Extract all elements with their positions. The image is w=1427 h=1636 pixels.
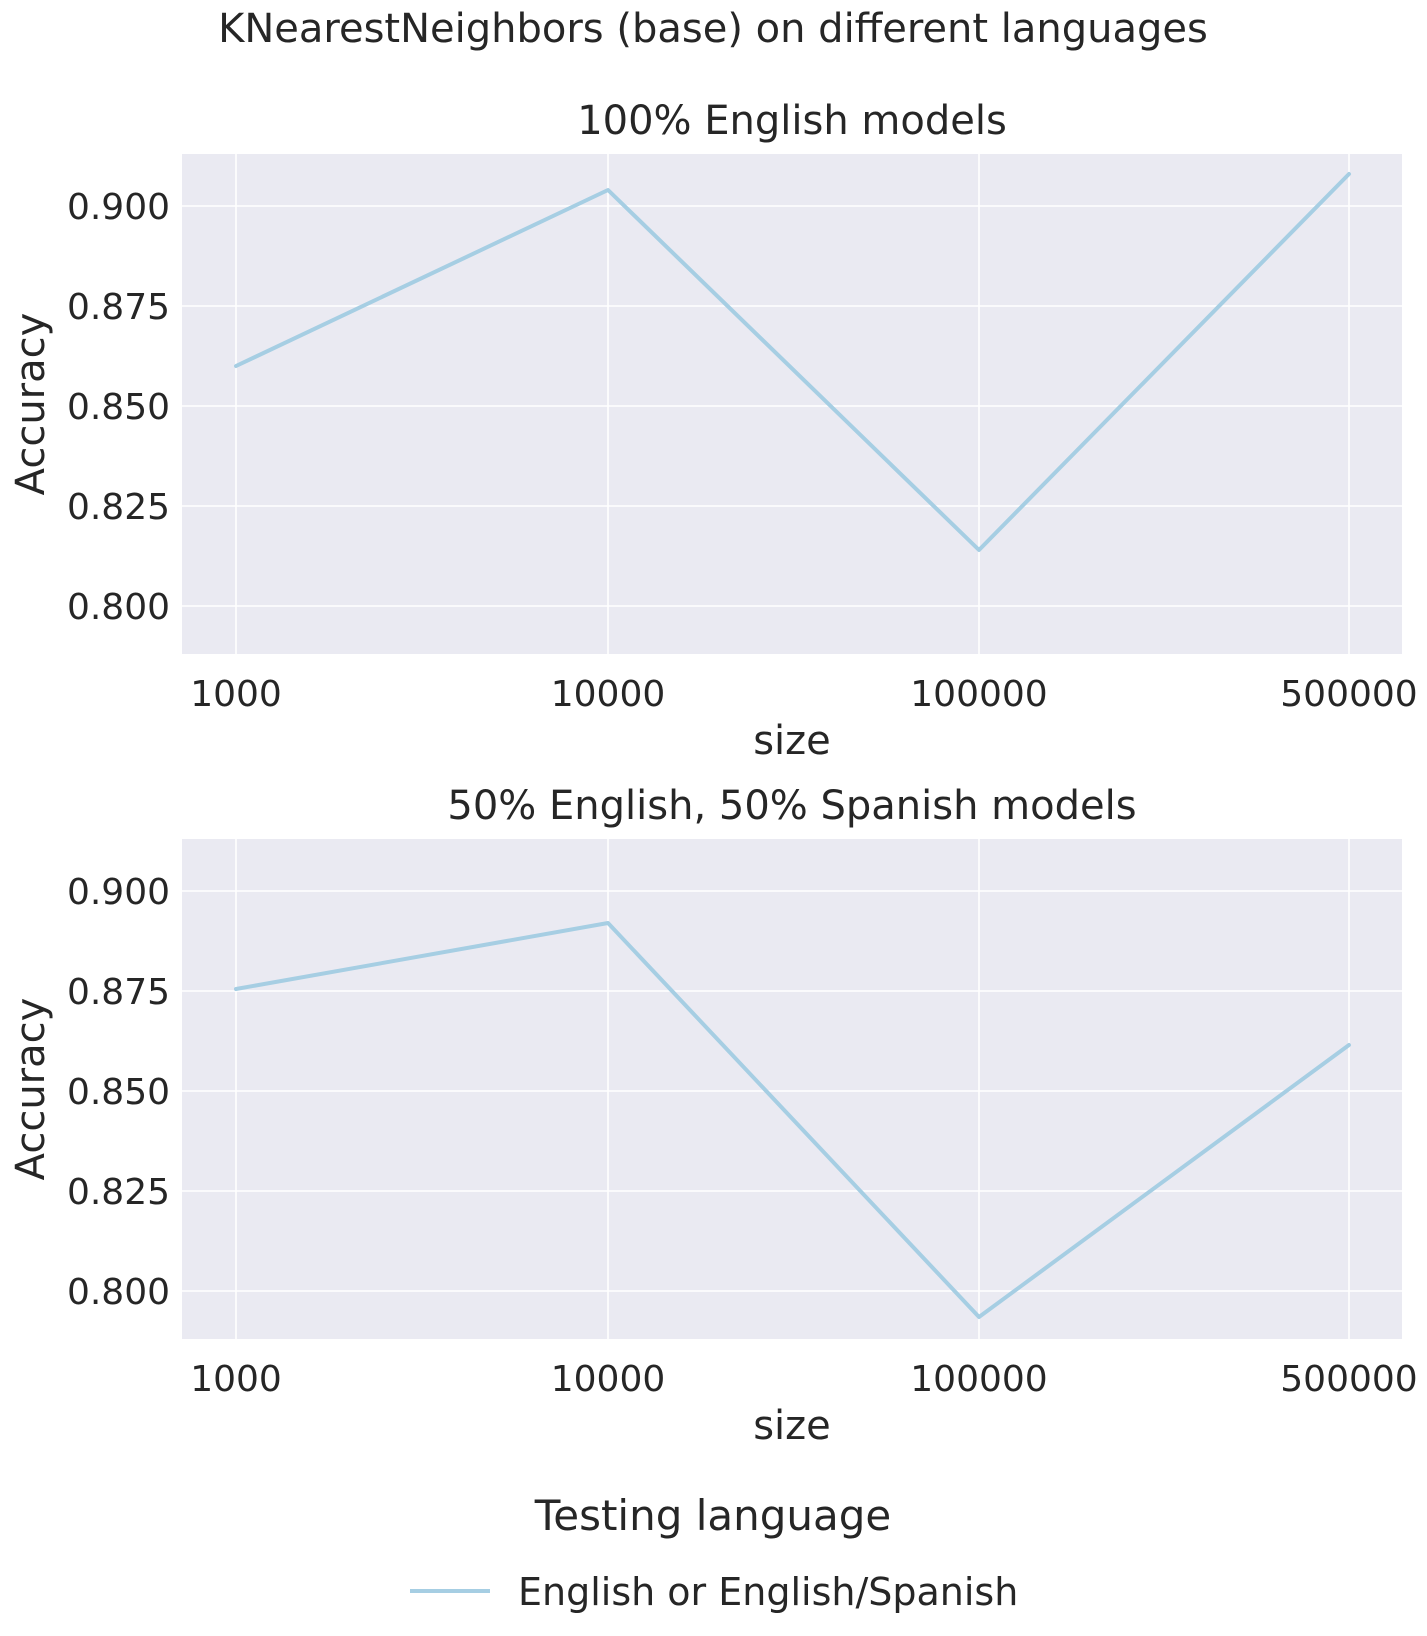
x-tick-label: 10000	[551, 1359, 666, 1400]
x-tick-label: 1000	[190, 1359, 282, 1400]
x-tick-label: 500000	[1280, 1359, 1417, 1400]
y-tick-label: 0.875	[67, 287, 170, 328]
x-axis-label: size	[753, 718, 831, 764]
y-tick-label: 0.825	[67, 1172, 170, 1213]
x-tick-label: 1000	[190, 674, 282, 715]
x-tick-label: 100000	[910, 674, 1047, 715]
y-tick-label: 0.900	[67, 187, 170, 228]
series-line	[234, 921, 1351, 1319]
y-axis-label: Accuracy	[8, 998, 54, 1181]
subplot-english: 0.800 0.825 0.850 0.875 0.900 1000 10000 100000…	[8, 98, 1418, 764]
series-line	[234, 172, 1351, 552]
legend: Testing language English or English/Span…	[410, 1491, 1018, 1614]
y-tick-label: 0.850	[67, 1072, 170, 1113]
legend-title: Testing language	[534, 1491, 892, 1540]
y-tick-label: 0.825	[67, 487, 170, 528]
legend-label: English or English/Spanish	[518, 1570, 1018, 1614]
x-tick-label: 500000	[1280, 674, 1417, 715]
x-tick-label: 10000	[551, 674, 666, 715]
plot-area	[182, 839, 1402, 1339]
y-tick-label: 0.800	[67, 1272, 170, 1313]
subplot-english-spanish: 0.800 0.825 0.850 0.875 0.900 1000 10000 100000…	[8, 783, 1418, 1449]
y-tick-label: 0.800	[67, 587, 170, 628]
x-tick-label: 100000	[910, 1359, 1047, 1400]
figure-title: KNearestNeighbors (base) on different la…	[218, 6, 1208, 52]
y-axis-label: Accuracy	[8, 313, 54, 496]
subplot-title: 50% English, 50% Spanish models	[447, 783, 1136, 829]
y-tick-label: 0.875	[67, 972, 170, 1013]
plot-area	[182, 154, 1402, 654]
y-tick-label: 0.850	[67, 387, 170, 428]
subplot-title: 100% English models	[577, 98, 1007, 144]
x-axis-label: size	[753, 1403, 831, 1449]
y-tick-label: 0.900	[67, 872, 170, 913]
